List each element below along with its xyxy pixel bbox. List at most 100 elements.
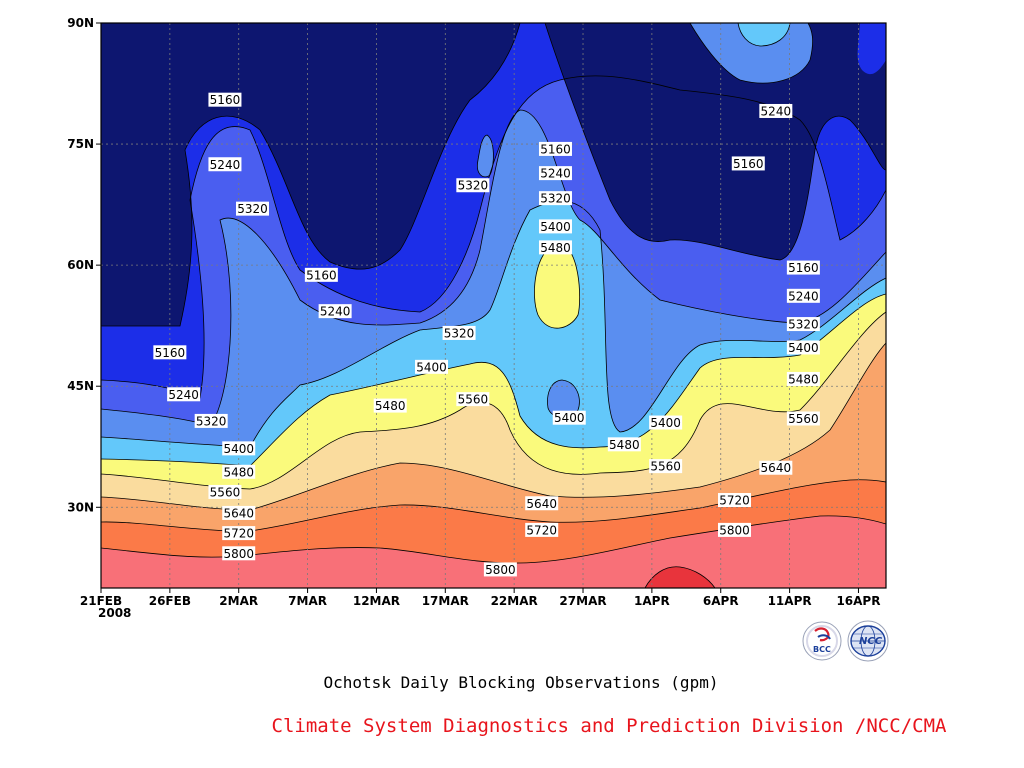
contour-label-text: 5560 (788, 412, 819, 426)
contour-label-bg (194, 413, 228, 428)
x-axis-year-label: 2008 (98, 606, 131, 620)
contour-label-bg (786, 317, 820, 332)
x-tick-label: 6APR (703, 594, 739, 608)
contour-labels: 5160 5240 5320 5160 5240 5320 5160 5240 5320 5400… (153, 92, 820, 577)
contour-label-text: 5320 (540, 192, 571, 206)
contour-label: 5720 (718, 493, 752, 508)
contour-label-text: 5160 (540, 142, 571, 156)
contour-label-text: 5560 (210, 485, 241, 499)
contour-label: 5480 (786, 371, 820, 386)
y-axis: 30N 45N 60N 75N 90N (67, 16, 101, 514)
ncc-logo: NCC (847, 620, 889, 662)
contour-label-bg (525, 522, 559, 537)
contour-label-text: 5160 (788, 261, 819, 275)
contour-label: 5560 (456, 392, 490, 407)
contour-label: 5400 (222, 441, 256, 456)
contour-label-text: 5240 (210, 158, 241, 172)
contour-label-bg (456, 392, 490, 407)
contour-label-text: 5400 (650, 416, 681, 430)
contour-label-text: 5640 (223, 506, 254, 520)
contour-label-bg (208, 157, 242, 172)
contour-label-bg (786, 371, 820, 386)
x-tick-label: 22MAR (491, 594, 538, 608)
credit-line: Climate System Diagnostics and Predictio… (272, 715, 947, 737)
bcc-logo-text: BCC (813, 645, 831, 654)
contour-label-text: 5400 (540, 220, 571, 234)
x-tick-label: 12MAR (353, 594, 400, 608)
contour-label-text: 5240 (540, 167, 571, 181)
contour-label: 5720 (222, 526, 256, 541)
contour-label: 5160 (538, 141, 572, 156)
contour-label-text: 5320 (788, 318, 819, 332)
contour-label-bg (718, 493, 752, 508)
contour-label: 5320 (194, 413, 228, 428)
contour-label-bg (759, 103, 793, 118)
contour-label-bg (525, 496, 559, 511)
y-tick-label: 30N (67, 500, 94, 514)
contour-label-bg (786, 288, 820, 303)
contour-label-bg (718, 522, 752, 537)
x-tick-label: 21FEB (80, 594, 122, 608)
contour-label-bg (235, 201, 269, 216)
contour-label-text: 5480 (375, 399, 406, 413)
contour-label: 5400 (552, 410, 586, 425)
contour-label-text: 5160 (733, 157, 764, 171)
blob-5880-max (645, 566, 715, 588)
x-tick-label: 16APR (836, 594, 880, 608)
contour-label: 5240 (759, 103, 793, 118)
contour-label-text: 5720 (526, 523, 557, 537)
contour-label-bg (786, 340, 820, 355)
contour-label: 5240 (538, 166, 572, 181)
contour-label-bg (786, 411, 820, 426)
contour-label: 5240 (167, 387, 201, 402)
y-tick-label: 45N (67, 379, 94, 393)
y-tick-label: 60N (67, 258, 94, 272)
contour-label-text: 5320 (444, 326, 475, 340)
contour-label: 5400 (649, 415, 683, 430)
contour-label-bg (442, 325, 476, 340)
contour-label: 5480 (538, 240, 572, 255)
blob-5400-small (547, 380, 580, 418)
contour-label-text: 5800 (223, 547, 254, 561)
x-axis: 21FEB 26FEB 2MAR 7MAR 12MAR 17MAR 22MAR 27MAR 1A… (80, 588, 880, 608)
contour-label-bg (167, 387, 201, 402)
plot-frame (100, 22, 887, 589)
contour-label-bg (538, 240, 572, 255)
contour-label-bg (538, 141, 572, 156)
contour-label: 5800 (222, 546, 256, 561)
contour-label: 5560 (208, 484, 242, 499)
contour-label: 5640 (222, 505, 256, 520)
contour-label-bg (222, 464, 256, 479)
contour-label-text: 5240 (320, 305, 351, 319)
blob-5160-upper-right (857, 23, 886, 75)
bcc-logo: BCC (802, 621, 842, 661)
contour-label-text: 5240 (788, 289, 819, 303)
contour-label: 5160 (153, 345, 187, 360)
x-tick-label: 27MAR (559, 594, 606, 608)
contour-label-bg (373, 398, 407, 413)
contour-label-bg (415, 359, 449, 374)
contour-label: 5320 (456, 178, 490, 193)
contour-label-bg (208, 92, 242, 107)
contour-label: 5560 (786, 411, 820, 426)
contour-label-text: 5160 (306, 268, 337, 282)
contour-label: 5160 (208, 92, 242, 107)
contour-label: 5240 (318, 304, 352, 319)
contour-label: 5480 (222, 464, 256, 479)
contour-label-bg (731, 156, 765, 171)
contour-label: 5640 (759, 460, 793, 475)
contour-label: 5320 (538, 191, 572, 206)
contour-fill-layer (101, 23, 886, 588)
contour-label-text: 5640 (761, 461, 792, 475)
contour-label: 5560 (649, 459, 683, 474)
contour-label: 5400 (415, 359, 449, 374)
contour-label-text: 5800 (719, 523, 750, 537)
contour-label: 5160 (304, 267, 338, 282)
contour-label: 5400 (786, 340, 820, 355)
contour-label-bg (222, 441, 256, 456)
contour-label-text: 5400 (416, 360, 447, 374)
contour-label-text: 5400 (788, 341, 819, 355)
contour-label-text: 5240 (761, 104, 792, 118)
x-tick-label: 26FEB (149, 594, 191, 608)
